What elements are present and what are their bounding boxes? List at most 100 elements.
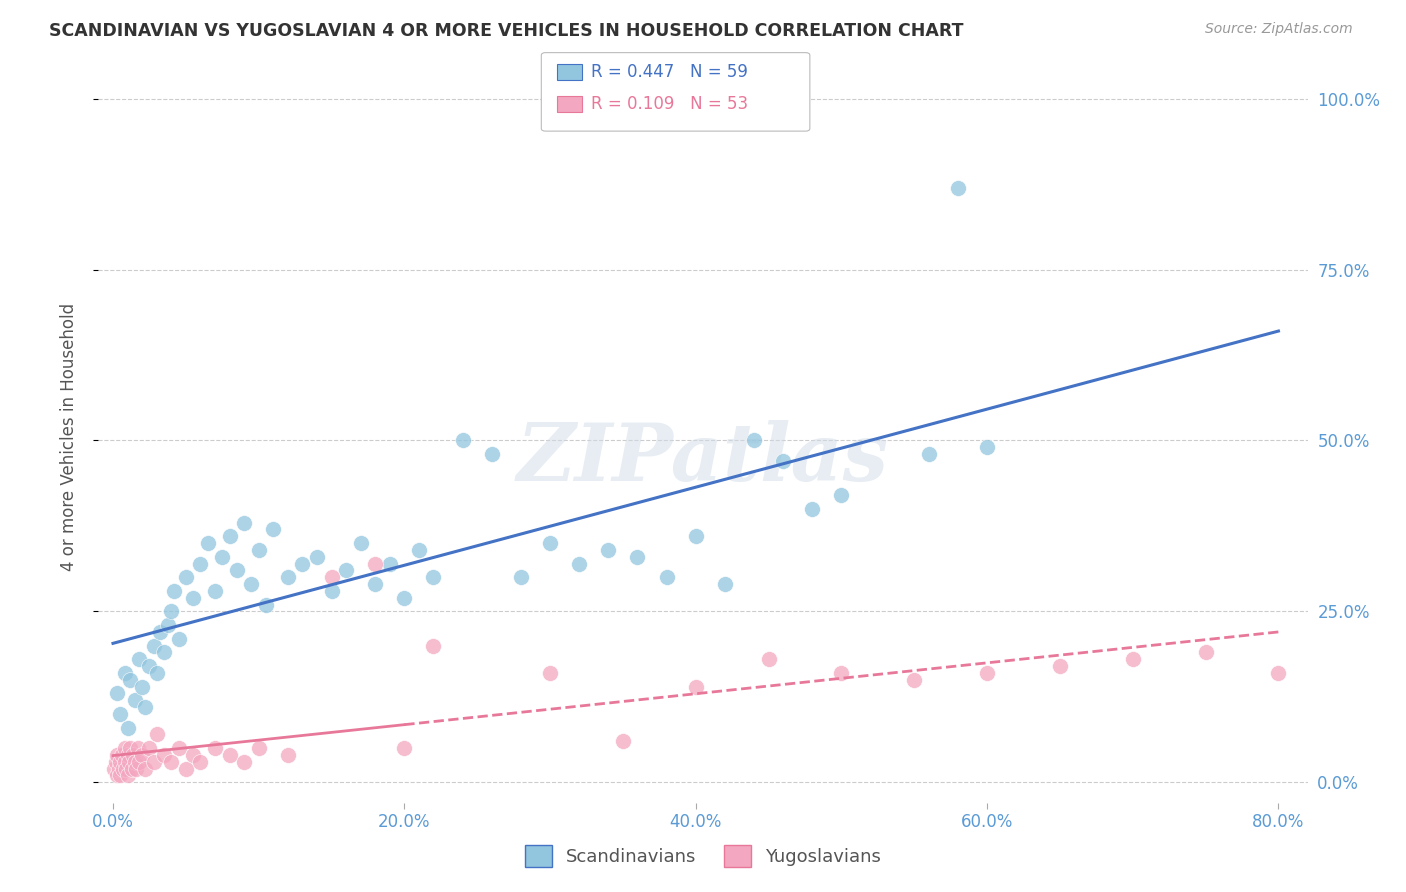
Point	[254, 598, 277, 612]
Point	[118, 755, 141, 769]
Point	[145, 727, 167, 741]
Point	[225, 563, 247, 577]
Point	[655, 570, 678, 584]
Point	[394, 591, 416, 605]
Point	[134, 762, 156, 776]
Point	[211, 549, 233, 564]
Point	[142, 755, 165, 769]
Point	[122, 747, 145, 762]
Point	[114, 755, 136, 769]
Point	[134, 700, 156, 714]
Point	[277, 747, 299, 762]
Point	[714, 577, 737, 591]
Point	[247, 542, 270, 557]
Point	[167, 632, 190, 646]
Point	[538, 536, 561, 550]
Point	[350, 536, 373, 550]
Point	[408, 542, 430, 557]
Point	[114, 741, 136, 756]
Point	[160, 604, 183, 618]
Text: Source: ZipAtlas.com: Source: ZipAtlas.com	[1205, 22, 1353, 37]
Point	[160, 755, 183, 769]
Point	[598, 542, 620, 557]
Point	[110, 755, 132, 769]
Point	[903, 673, 925, 687]
Point	[103, 762, 125, 776]
Point	[233, 516, 256, 530]
Point	[247, 741, 270, 756]
Point	[321, 583, 343, 598]
Point	[305, 549, 328, 564]
Text: R = 0.447   N = 59: R = 0.447 N = 59	[591, 63, 748, 81]
Point	[1122, 652, 1144, 666]
Point	[772, 454, 794, 468]
Point	[110, 706, 132, 721]
Point	[112, 762, 135, 776]
Point	[111, 747, 134, 762]
Point	[105, 768, 128, 782]
Point	[120, 673, 142, 687]
Point	[204, 741, 226, 756]
Point	[321, 570, 343, 584]
Point	[105, 747, 128, 762]
Point	[157, 618, 180, 632]
Point	[153, 747, 176, 762]
Point	[197, 536, 219, 550]
Point	[117, 721, 139, 735]
Point	[277, 570, 299, 584]
Point	[190, 755, 212, 769]
Point	[801, 501, 824, 516]
Point	[204, 583, 226, 598]
Point	[218, 529, 240, 543]
Text: R = 0.109   N = 53: R = 0.109 N = 53	[591, 95, 748, 113]
Point	[946, 180, 969, 194]
Point	[233, 755, 256, 769]
Text: ZIPatlas: ZIPatlas	[517, 420, 889, 498]
Legend: Scandinavians, Yugoslavians: Scandinavians, Yugoslavians	[517, 838, 889, 874]
Point	[127, 741, 149, 756]
Point	[153, 645, 176, 659]
Point	[509, 570, 531, 584]
Point	[105, 686, 128, 700]
Point	[138, 659, 160, 673]
Point	[131, 680, 153, 694]
Point	[422, 570, 444, 584]
Point	[568, 557, 591, 571]
Point	[976, 440, 998, 454]
Point	[364, 557, 387, 571]
Point	[149, 624, 172, 639]
Point	[364, 577, 387, 591]
Point	[190, 557, 212, 571]
Point	[291, 557, 314, 571]
Point	[128, 755, 150, 769]
Point	[125, 762, 148, 776]
Point	[451, 434, 474, 448]
Point	[108, 762, 131, 776]
Point	[1194, 645, 1216, 659]
Point	[394, 741, 416, 756]
Point	[1049, 659, 1071, 673]
Point	[538, 665, 561, 680]
Point	[124, 755, 146, 769]
Point	[685, 529, 707, 543]
Point	[167, 741, 190, 756]
Point	[918, 447, 941, 461]
Point	[976, 665, 998, 680]
Point	[218, 747, 240, 762]
Point	[104, 755, 127, 769]
Point	[174, 762, 197, 776]
Point	[117, 768, 139, 782]
Point	[422, 639, 444, 653]
Point	[240, 577, 263, 591]
Point	[138, 741, 160, 756]
Point	[145, 665, 167, 680]
Point	[131, 747, 153, 762]
Point	[378, 557, 401, 571]
Point	[742, 434, 765, 448]
Point	[262, 522, 284, 536]
Point	[612, 734, 634, 748]
Point	[685, 680, 707, 694]
Point	[758, 652, 780, 666]
Y-axis label: 4 or more Vehicles in Household: 4 or more Vehicles in Household	[59, 303, 77, 571]
Point	[481, 447, 503, 461]
